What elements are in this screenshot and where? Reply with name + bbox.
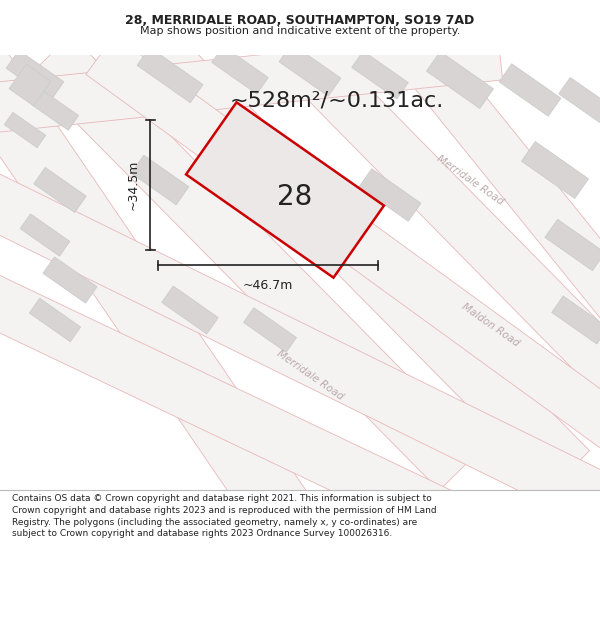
Polygon shape (6, 50, 64, 100)
Polygon shape (131, 155, 189, 205)
Text: ~46.7m: ~46.7m (243, 279, 293, 292)
Polygon shape (29, 298, 80, 342)
Polygon shape (559, 78, 600, 122)
Polygon shape (427, 51, 494, 109)
Polygon shape (244, 308, 296, 352)
Polygon shape (545, 219, 600, 271)
Polygon shape (212, 46, 268, 94)
Text: ~34.5m: ~34.5m (127, 160, 140, 210)
Polygon shape (0, 266, 600, 614)
Polygon shape (359, 169, 421, 221)
Text: Map shows position and indicative extent of the property.: Map shows position and indicative extent… (140, 26, 460, 36)
Polygon shape (281, 37, 600, 408)
Polygon shape (29, 34, 481, 491)
Polygon shape (20, 214, 70, 256)
Text: Merridale Road: Merridale Road (435, 153, 505, 207)
Polygon shape (137, 48, 203, 102)
Polygon shape (0, 166, 600, 524)
Polygon shape (43, 257, 97, 303)
Text: ~528m²/~0.131ac.: ~528m²/~0.131ac. (230, 90, 444, 110)
Polygon shape (140, 36, 590, 489)
Polygon shape (31, 90, 79, 130)
Text: Maldon Road: Maldon Road (460, 301, 521, 349)
Polygon shape (86, 36, 600, 459)
Polygon shape (4, 112, 46, 148)
Polygon shape (279, 44, 341, 96)
Text: 28: 28 (277, 183, 313, 211)
Polygon shape (401, 39, 600, 356)
Polygon shape (352, 51, 408, 99)
Polygon shape (34, 168, 86, 212)
Text: 28, MERRIDALE ROAD, SOUTHAMPTON, SO19 7AD: 28, MERRIDALE ROAD, SOUTHAMPTON, SO19 7A… (125, 14, 475, 27)
Polygon shape (0, 30, 503, 135)
Polygon shape (521, 141, 589, 199)
Polygon shape (0, 37, 307, 528)
Text: Merridale Road: Merridale Road (275, 348, 345, 402)
Polygon shape (552, 296, 600, 344)
Text: Contains OS data © Crown copyright and database right 2021. This information is : Contains OS data © Crown copyright and d… (12, 494, 437, 539)
Polygon shape (162, 286, 218, 334)
Polygon shape (186, 102, 384, 278)
Polygon shape (9, 64, 51, 106)
Polygon shape (499, 64, 561, 116)
